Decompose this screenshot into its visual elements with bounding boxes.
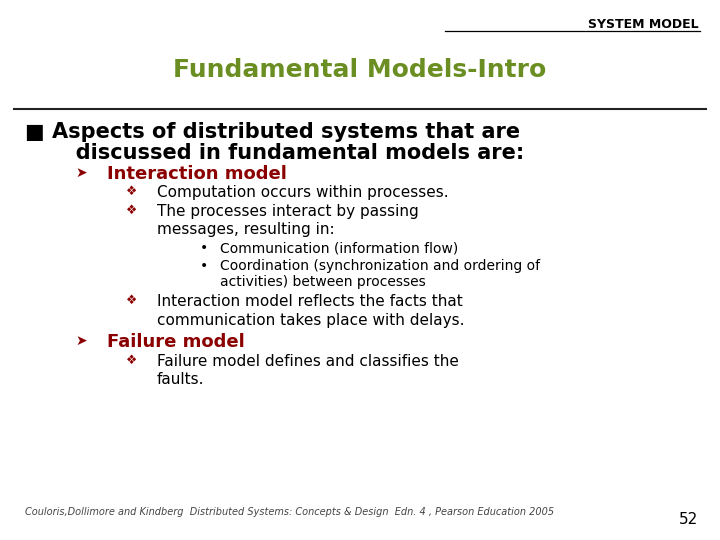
Text: Failure model: Failure model <box>107 333 244 351</box>
Text: •: • <box>200 241 208 255</box>
Text: Communication (information flow): Communication (information flow) <box>220 241 458 255</box>
Text: Coordination (synchronization and ordering of: Coordination (synchronization and orderi… <box>220 259 540 273</box>
Text: ❖: ❖ <box>126 354 138 367</box>
Text: communication takes place with delays.: communication takes place with delays. <box>157 313 464 328</box>
Text: Computation occurs within processes.: Computation occurs within processes. <box>157 185 449 200</box>
Text: faults.: faults. <box>157 372 204 387</box>
Text: Interaction model: Interaction model <box>107 165 287 183</box>
Text: •: • <box>200 259 208 273</box>
Text: Interaction model reflects the facts that: Interaction model reflects the facts tha… <box>157 294 463 309</box>
Text: messages, resulting in:: messages, resulting in: <box>157 222 335 238</box>
Text: The processes interact by passing: The processes interact by passing <box>157 204 419 219</box>
Text: ❖: ❖ <box>126 294 138 307</box>
Text: ❖: ❖ <box>126 204 138 217</box>
Text: 52: 52 <box>679 511 698 526</box>
Text: ❖: ❖ <box>126 185 138 198</box>
Text: ➤: ➤ <box>76 334 87 348</box>
Text: Couloris,Dollimore and Kindberg  Distributed Systems: Concepts & Design  Edn. 4 : Couloris,Dollimore and Kindberg Distribu… <box>25 507 554 517</box>
Text: discussed in fundamental models are:: discussed in fundamental models are: <box>54 143 524 163</box>
Text: Fundamental Models-Intro: Fundamental Models-Intro <box>174 58 546 82</box>
Text: Failure model defines and classifies the: Failure model defines and classifies the <box>157 354 459 369</box>
Text: ■ Aspects of distributed systems that are: ■ Aspects of distributed systems that ar… <box>25 122 521 141</box>
Text: activities) between processes: activities) between processes <box>220 275 426 289</box>
Text: SYSTEM MODEL: SYSTEM MODEL <box>588 18 698 31</box>
Text: ➤: ➤ <box>76 166 87 180</box>
